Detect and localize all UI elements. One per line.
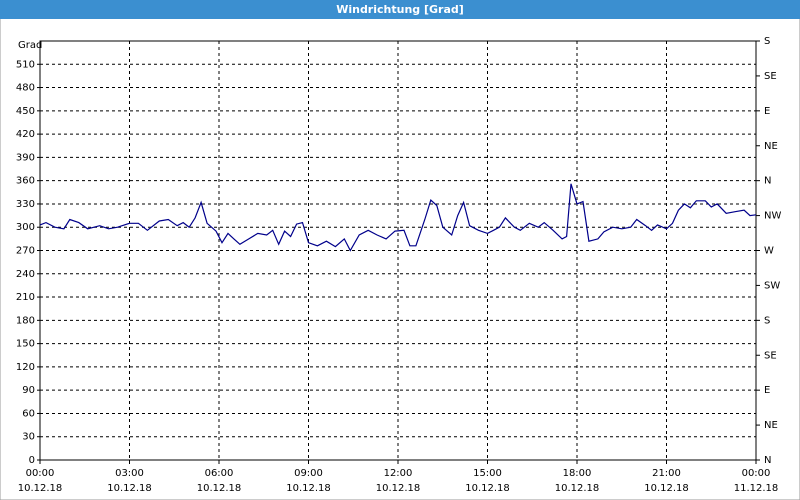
x-tick-date: 10.12.18 xyxy=(107,483,152,494)
data-line xyxy=(39,183,757,252)
y2-tick-label: SE xyxy=(764,71,777,82)
x-tick-date: 10.12.18 xyxy=(18,483,63,494)
x-tick-label: 18:00 xyxy=(563,468,592,479)
y2-tick-label: N xyxy=(764,455,771,466)
y2-tick-label: N xyxy=(764,176,771,187)
y-tick-label: 90 xyxy=(22,385,35,396)
x-tick-label: 21:00 xyxy=(652,468,681,479)
y-tick-label: 180 xyxy=(16,315,35,326)
y2-tick-label: SE xyxy=(764,350,777,361)
x-tick-date: 10.12.18 xyxy=(465,483,510,494)
y-tick-label: 300 xyxy=(16,222,35,233)
y2-tick-label: S xyxy=(764,36,770,47)
y-tick-label: 60 xyxy=(22,408,35,419)
y-axis-label: Grad xyxy=(18,40,42,51)
y2-tick-label: E xyxy=(764,106,770,117)
x-tick-date: 10.12.18 xyxy=(644,483,689,494)
y-tick-label: 420 xyxy=(16,129,35,140)
y2-tick-label: NE xyxy=(764,141,778,152)
x-tick-date: 11.12.18 xyxy=(734,483,779,494)
y-tick-label: 240 xyxy=(16,269,35,280)
x-tick-label: 12:00 xyxy=(384,468,413,479)
y2-tick-label: SW xyxy=(764,280,780,291)
x-tick-date: 10.12.18 xyxy=(197,483,242,494)
x-tick-date: 10.12.18 xyxy=(286,483,331,494)
x-tick-label: 09:00 xyxy=(294,468,323,479)
x-tick-date: 10.12.18 xyxy=(555,483,600,494)
y-tick-label: 270 xyxy=(16,246,35,257)
title-bar xyxy=(0,0,800,19)
x-tick-label: 03:00 xyxy=(115,468,144,479)
chart-title: Windrichtung [Grad] xyxy=(336,3,464,16)
y-tick-label: 150 xyxy=(16,339,35,350)
x-tick-date: 10.12.18 xyxy=(376,483,421,494)
y-tick-label: 210 xyxy=(16,292,35,303)
y-tick-label: 30 xyxy=(22,432,35,443)
x-tick-label: 15:00 xyxy=(473,468,502,479)
y-tick-label: 360 xyxy=(16,176,35,187)
y-tick-label: 450 xyxy=(16,106,35,117)
y2-tick-label: E xyxy=(764,385,770,396)
y2-tick-label: NW xyxy=(764,211,781,222)
x-tick-label: 00:00 xyxy=(742,468,771,479)
y2-tick-label: W xyxy=(764,246,774,257)
y-tick-label: 0 xyxy=(29,455,35,466)
y-tick-label: 390 xyxy=(16,152,35,163)
y-tick-label: 480 xyxy=(16,83,35,94)
x-tick-label: 06:00 xyxy=(205,468,234,479)
y2-tick-label: NE xyxy=(764,420,778,431)
y-tick-label: 510 xyxy=(16,59,35,70)
y-tick-label: 120 xyxy=(16,362,35,373)
y-tick-label: 330 xyxy=(16,199,35,210)
x-tick-label: 00:00 xyxy=(26,468,55,479)
y2-tick-label: S xyxy=(764,315,770,326)
plot-frame xyxy=(39,40,757,461)
